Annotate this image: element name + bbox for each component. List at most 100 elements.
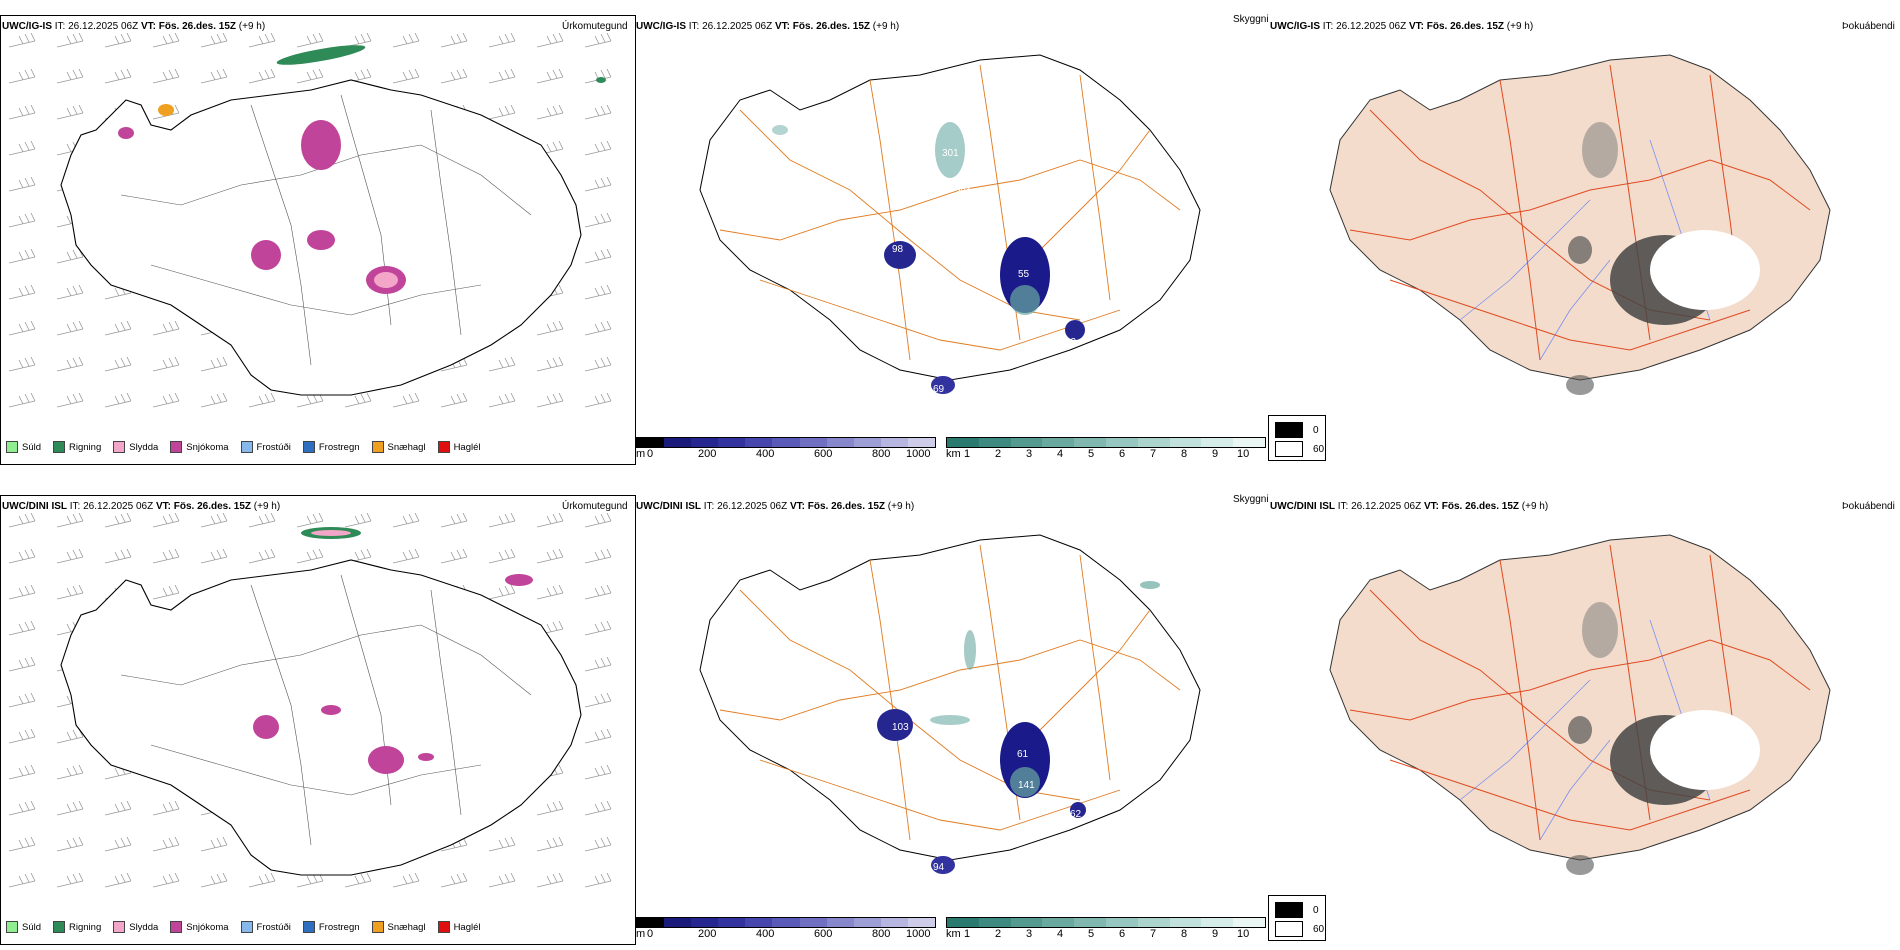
wind-barb-icon bbox=[8, 104, 36, 120]
wind-barb-icon bbox=[200, 512, 228, 528]
wind-barb-icon bbox=[104, 512, 132, 528]
wind-barb-icon bbox=[104, 356, 132, 372]
wind-barb-icon bbox=[296, 68, 324, 84]
height-unit: m bbox=[636, 448, 646, 460]
wind-barb-icon bbox=[56, 104, 84, 120]
wind-barb-icon bbox=[536, 140, 564, 156]
vis-value: 103 bbox=[892, 722, 909, 733]
wind-barb-icon bbox=[8, 176, 36, 192]
swatch-icon bbox=[302, 441, 315, 453]
wind-barb-icon bbox=[296, 512, 324, 528]
wind-barb-icon bbox=[8, 32, 36, 48]
wind-barb-icon bbox=[152, 584, 180, 600]
legend-item: Snjókoma bbox=[170, 921, 229, 933]
wind-barb-icon bbox=[8, 836, 36, 852]
wind-barb-icon bbox=[56, 836, 84, 852]
wind-barb-icon bbox=[584, 392, 612, 408]
fog-title-2: Þokuábendi bbox=[1842, 501, 1895, 512]
wind-barb-icon bbox=[8, 512, 36, 528]
wind-barb-icon bbox=[248, 392, 276, 408]
wind-barb-icon bbox=[56, 248, 84, 264]
wind-barb-icon bbox=[8, 656, 36, 672]
wind-barb-icon bbox=[56, 392, 84, 408]
wind-barb-icon bbox=[56, 872, 84, 888]
it-value: 26.12.2025 06Z bbox=[68, 21, 139, 32]
wind-barb-icon bbox=[440, 512, 468, 528]
wind-barb-icon bbox=[440, 32, 468, 48]
wind-barb-icon bbox=[8, 140, 36, 156]
legend-item: Snjókoma bbox=[170, 441, 229, 453]
swatch-icon bbox=[6, 921, 18, 933]
wind-barb-icon bbox=[488, 512, 516, 528]
wind-barb-icon bbox=[8, 392, 36, 408]
wind-barb-icon bbox=[56, 764, 84, 780]
fog-areas bbox=[1566, 122, 1760, 395]
iceland-land bbox=[1329, 54, 1831, 381]
iceland-coastline bbox=[699, 54, 1201, 381]
fog-title: Þokuábendi bbox=[1842, 21, 1895, 32]
wind-barb-icon bbox=[440, 836, 468, 852]
precip-legend-2: Súld Rigning Slydda Snjókoma Frostúði Fr… bbox=[6, 921, 481, 933]
wind-barb-icon bbox=[8, 800, 36, 816]
lead-time: (+9 h) bbox=[238, 21, 266, 32]
wind-barb-icon bbox=[344, 68, 372, 84]
wind-barb-icon bbox=[488, 392, 516, 408]
swatch-icon bbox=[6, 441, 18, 453]
white-swatch-icon bbox=[1275, 441, 1303, 457]
legend-item: Súld bbox=[6, 441, 41, 453]
vis-value: 61 bbox=[1017, 749, 1029, 760]
vis-labels: 103 57 47 61 141 62 94 56 bbox=[873, 722, 1082, 873]
wind-barb-icon bbox=[440, 356, 468, 372]
vis-bar bbox=[946, 917, 1266, 928]
wind-barb-icon bbox=[56, 728, 84, 744]
wind-barb-icon bbox=[536, 104, 564, 120]
wind-barb-icon bbox=[248, 32, 276, 48]
precip-type-title: Úrkomutegund bbox=[562, 21, 628, 32]
fog-scale-box-1: 0 60 bbox=[1268, 415, 1326, 461]
fog-map-2 bbox=[1329, 534, 1831, 875]
legend-item: Haglél bbox=[437, 441, 481, 453]
it-label: IT: bbox=[54, 21, 66, 32]
vis-value: 57 bbox=[873, 738, 885, 749]
row-1: UWC/IG-IS IT: 26.12.2025 06Z VT: Fös. 26… bbox=[0, 0, 1900, 470]
vt-value: Fös. 26.des. 15Z bbox=[158, 21, 237, 32]
wind-barb-icon bbox=[8, 764, 36, 780]
iceland-coastline bbox=[60, 559, 582, 876]
wind-barb-icon bbox=[584, 548, 612, 564]
wind-barb-icon bbox=[56, 68, 84, 84]
vis-value: 94 bbox=[933, 862, 945, 873]
wind-barb-icon bbox=[8, 620, 36, 636]
wind-barb-icon bbox=[200, 872, 228, 888]
wind-barb-icon bbox=[584, 584, 612, 600]
wind-barb-icon bbox=[584, 212, 612, 228]
wind-barb-icon bbox=[440, 548, 468, 564]
precip-legend-1: Súld Rigning Slydda Snjókoma Frostúði Fr… bbox=[6, 441, 481, 453]
iceland-land bbox=[1329, 534, 1831, 861]
wind-barb-icon bbox=[536, 620, 564, 636]
wind-barb-icon bbox=[584, 872, 612, 888]
wind-barb-icon bbox=[104, 392, 132, 408]
wind-barb-icon bbox=[8, 548, 36, 564]
wind-barb-icon bbox=[56, 320, 84, 336]
wind-barb-icon bbox=[200, 836, 228, 852]
height-bar bbox=[636, 437, 936, 448]
wind-barb-icon bbox=[584, 656, 612, 672]
panel-header-1: UWC/IG-IS IT: 26.12.2025 06Z VT: Fös. 26… bbox=[2, 21, 265, 32]
wind-barb-icon bbox=[488, 584, 516, 600]
wind-barb-icon bbox=[584, 104, 612, 120]
panel-header-fog-1: UWC/IG-IS IT: 26.12.2025 06Z VT: Fös. 26… bbox=[1270, 21, 1534, 32]
visibility-areas bbox=[877, 581, 1160, 874]
panel-header-2: UWC/DINI ISL IT: 26.12.2025 06Z VT: Fös.… bbox=[2, 501, 281, 512]
precip-map-1 bbox=[8, 32, 612, 408]
legend-item: Haglél bbox=[437, 921, 481, 933]
wind-barb-icon bbox=[584, 764, 612, 780]
wind-barb-icon bbox=[152, 320, 180, 336]
legend-item: Rigning bbox=[53, 441, 101, 453]
wind-barb-icon bbox=[344, 548, 372, 564]
wind-barb-icon bbox=[536, 836, 564, 852]
wind-barb-icon bbox=[584, 32, 612, 48]
vis-value: 47 bbox=[942, 725, 954, 736]
vis-value: 69 bbox=[933, 384, 945, 395]
wind-barb-icon bbox=[584, 176, 612, 192]
wind-barb-icon bbox=[152, 32, 180, 48]
